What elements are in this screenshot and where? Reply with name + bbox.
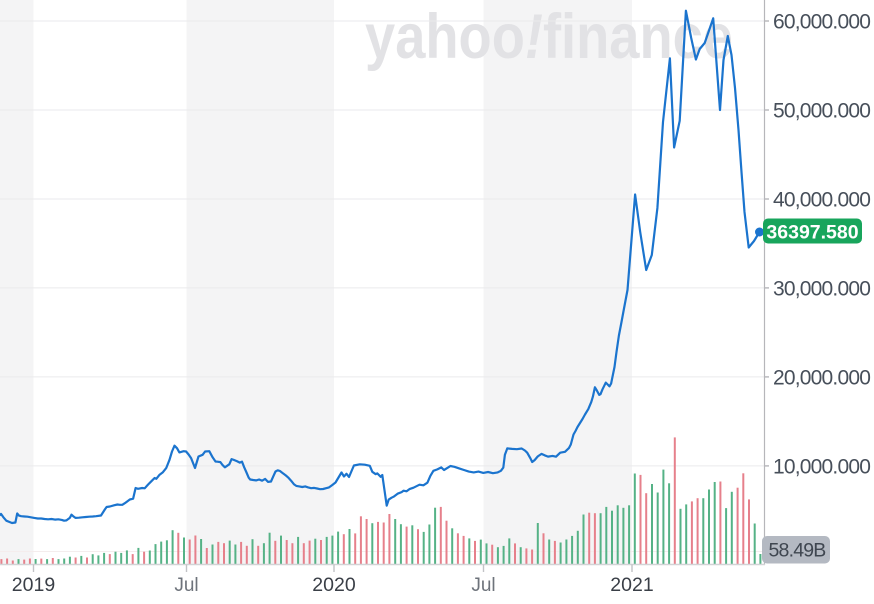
svg-text:36397.580: 36397.580 (766, 222, 858, 244)
svg-text:50,000.000: 50,000.000 (773, 100, 870, 123)
svg-text:58.49B: 58.49B (768, 540, 825, 562)
svg-text:Jul: Jul (471, 575, 495, 596)
svg-text:2019: 2019 (12, 574, 55, 596)
svg-text:2020: 2020 (312, 574, 356, 596)
svg-text:10,000.000: 10,000.000 (773, 455, 870, 478)
svg-text:Jul: Jul (174, 575, 198, 596)
svg-text:yahoo!finance: yahoo!finance (365, 2, 733, 72)
svg-text:20,000.000: 20,000.000 (773, 366, 870, 389)
svg-text:30,000.000: 30,000.000 (773, 277, 870, 300)
svg-text:40,000.000: 40,000.000 (773, 189, 870, 212)
svg-text:60,000.000: 60,000.000 (773, 11, 870, 34)
svg-text:2021: 2021 (610, 574, 653, 596)
